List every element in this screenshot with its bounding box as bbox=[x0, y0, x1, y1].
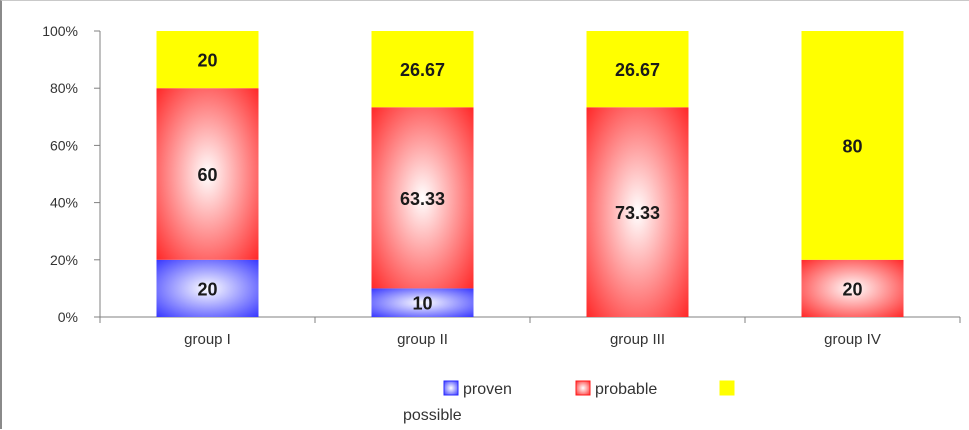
data-label-probable: 63.33 bbox=[400, 189, 445, 209]
legend-label-probable: probable bbox=[595, 381, 657, 398]
legend-swatch-probable bbox=[575, 380, 591, 396]
legend: proven probable possible bbox=[403, 380, 735, 424]
legend-label-proven: proven bbox=[463, 381, 512, 398]
y-tick-label: 20% bbox=[50, 252, 78, 268]
x-tick-label: group II bbox=[397, 331, 448, 348]
data-label-probable: 73.33 bbox=[615, 203, 660, 223]
bars: 20 60 20 10 63.33 26.67 73.33 26.67 20 80 bbox=[156, 31, 904, 317]
x-axis: group I group II group III group IV bbox=[94, 316, 961, 348]
legend-label-possible: possible bbox=[403, 407, 462, 424]
bar-segment-proven bbox=[371, 288, 474, 317]
y-tick-label: 100% bbox=[42, 23, 78, 39]
bar-segment-probable bbox=[586, 107, 689, 317]
data-label-proven: 20 bbox=[197, 279, 217, 299]
bar-segment-probable bbox=[156, 88, 259, 260]
bar-segment-proven bbox=[156, 259, 259, 317]
bar-segment-probable bbox=[801, 259, 904, 317]
x-tick-label: group III bbox=[610, 331, 665, 348]
bar-segment-possible bbox=[586, 31, 689, 108]
data-label-probable: 20 bbox=[842, 279, 862, 299]
bar-segment-possible bbox=[156, 31, 259, 89]
bar-segment-possible bbox=[371, 31, 474, 108]
legend-swatch-possible bbox=[719, 380, 735, 396]
y-tick-label: 40% bbox=[50, 195, 78, 211]
x-tick-label: group IV bbox=[824, 331, 881, 348]
y-tick-label: 80% bbox=[50, 80, 78, 96]
legend-swatch-proven bbox=[443, 380, 459, 396]
x-tick-label: group I bbox=[184, 331, 231, 348]
data-label-probable: 60 bbox=[197, 165, 217, 185]
y-tick-label: 60% bbox=[50, 137, 78, 153]
data-label-possible: 80 bbox=[842, 136, 862, 156]
bar-segment-possible bbox=[801, 31, 904, 260]
data-label-possible: 26.67 bbox=[400, 60, 445, 80]
bar-segment-probable bbox=[371, 107, 474, 289]
y-tick-label: 0% bbox=[58, 309, 78, 325]
y-axis: 0% 20% 40% 60% 80% 100% bbox=[42, 23, 101, 325]
data-label-possible: 26.67 bbox=[615, 60, 660, 80]
data-label-proven: 10 bbox=[412, 294, 432, 314]
data-label-possible: 20 bbox=[197, 51, 217, 71]
